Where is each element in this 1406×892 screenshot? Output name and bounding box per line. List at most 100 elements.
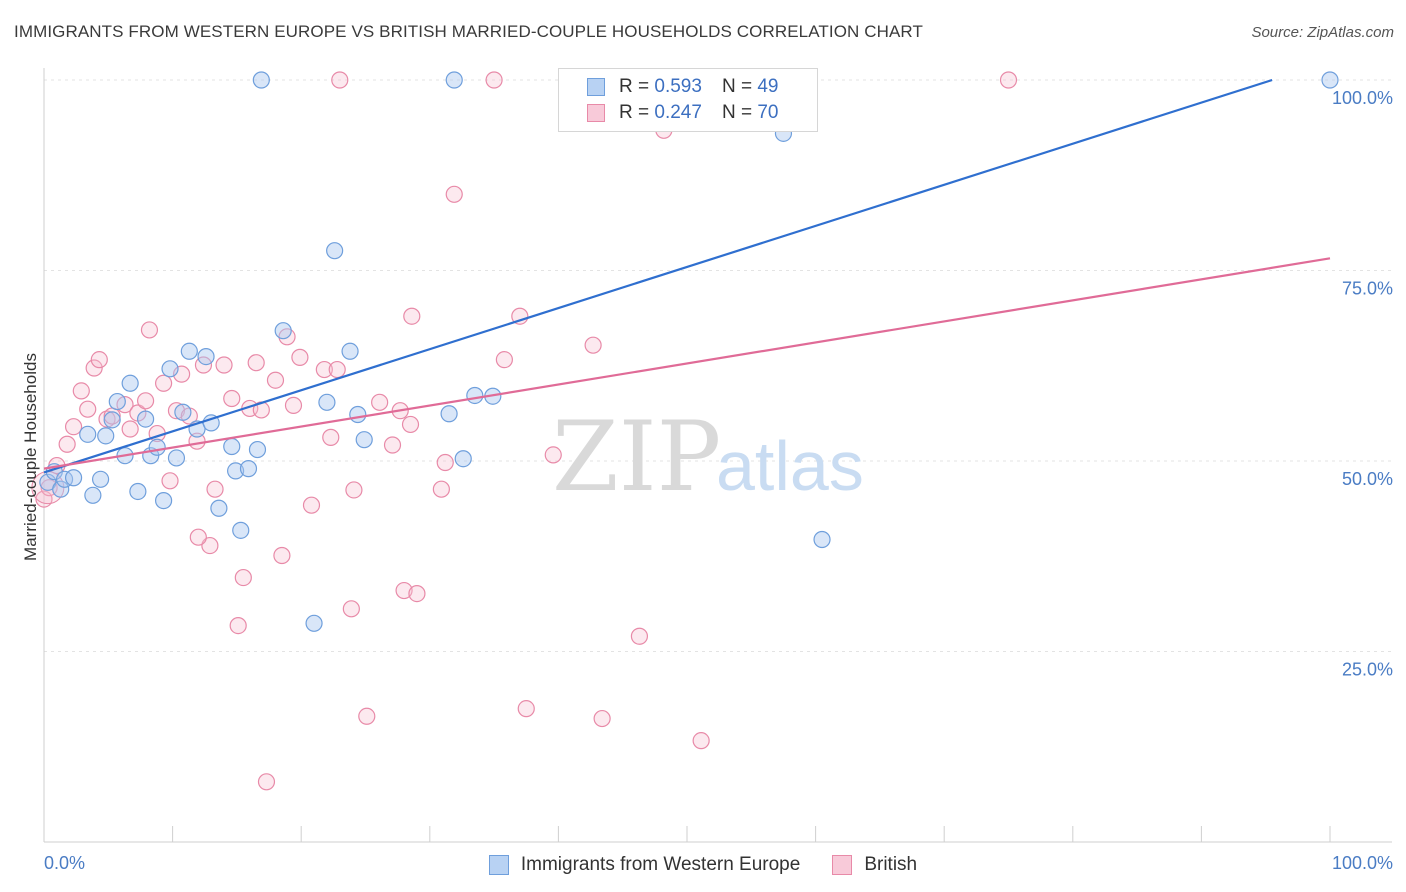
british-point <box>383 436 402 454</box>
western-europe-points <box>39 71 1339 632</box>
y-tick-label: 100.0% <box>1332 88 1393 108</box>
british-point <box>302 496 321 514</box>
legend-n-value: 49 <box>757 76 779 97</box>
y-tick-labels: 25.0% 50.0% 75.0% 100.0% <box>1332 88 1393 680</box>
western-europe-point <box>197 348 215 366</box>
western-europe-point <box>84 486 102 504</box>
legend-n-label: N = <box>721 76 753 97</box>
british-points <box>31 71 1018 791</box>
british-point <box>345 481 363 499</box>
british-point <box>206 480 224 498</box>
british-point <box>161 472 179 490</box>
western-europe-point <box>223 437 241 456</box>
legend-r-label: R = <box>619 102 650 123</box>
british-point <box>223 389 241 408</box>
western-europe-point <box>136 410 155 428</box>
british-point <box>273 546 291 565</box>
y-axis-label: Married-couple Households <box>21 353 40 561</box>
british-point <box>401 415 420 434</box>
british-point <box>436 453 454 472</box>
western-europe-point <box>129 482 147 501</box>
british-point <box>257 773 276 791</box>
british-point <box>72 382 90 400</box>
western-europe-point <box>274 322 292 340</box>
series-swatch-blue <box>488 855 509 875</box>
british-point <box>322 428 340 446</box>
western-europe-point <box>161 360 179 378</box>
british-point <box>999 71 1018 89</box>
western-europe-point <box>210 499 228 517</box>
western-europe-point <box>445 71 463 89</box>
x-tick-labels: 0.0% 100.0% <box>44 853 1393 873</box>
western-europe-point <box>454 450 472 468</box>
watermark-zip: ZIP <box>552 401 721 513</box>
british-point <box>328 360 346 379</box>
series-legend: Immigrants from Western Europe British <box>0 852 1406 878</box>
british-point <box>79 400 97 418</box>
western-europe-point <box>79 425 97 443</box>
western-europe-point <box>91 470 110 488</box>
series-swatch-pink <box>832 855 853 875</box>
series-legend-label: British <box>864 854 918 875</box>
british-point <box>630 627 649 645</box>
british-point <box>136 392 155 410</box>
british-point <box>371 393 389 411</box>
british-point <box>234 568 252 587</box>
y-tick-label: 50.0% <box>1342 469 1393 489</box>
western-europe-point <box>248 440 267 459</box>
legend-r-label: R = <box>619 76 650 97</box>
british-point <box>90 351 108 369</box>
british-point <box>291 348 309 366</box>
british-point <box>408 584 426 603</box>
grid-lines <box>44 79 1392 652</box>
series-legend-western-europe[interactable]: Immigrants from Western Europe <box>488 854 800 876</box>
legend-swatch-blue <box>587 78 605 96</box>
british-point <box>395 581 413 600</box>
british-point <box>121 420 139 438</box>
legend-row-western-europe: R = 0.593 N = 49 <box>559 74 778 100</box>
western-europe-point <box>148 438 166 456</box>
british-point <box>485 71 503 89</box>
british-point <box>358 707 376 725</box>
western-europe-point <box>318 393 336 411</box>
british-point <box>284 396 303 414</box>
western-europe-point <box>355 431 373 449</box>
british-point <box>432 480 450 498</box>
legend-row-british: R = 0.247 N = 70 <box>559 100 778 126</box>
legend-n-value: 70 <box>757 102 779 123</box>
british-point <box>315 360 333 379</box>
watermark: ZIP atlas <box>552 401 864 513</box>
western-europe-trend-line <box>43 78 1273 474</box>
correlation-legend: R = 0.593 N = 49 R = 0.247 N = 70 <box>558 68 818 132</box>
western-europe-point <box>466 386 484 405</box>
western-europe-point <box>813 530 831 549</box>
western-europe-point <box>232 521 250 539</box>
y-tick-label: 75.0% <box>1342 279 1393 299</box>
western-europe-point <box>97 427 115 445</box>
western-europe-point <box>341 342 359 360</box>
british-point <box>154 374 173 392</box>
x-tick-label: 0.0% <box>44 853 85 873</box>
british-point <box>215 356 233 374</box>
western-europe-point <box>252 71 270 89</box>
trend-lines <box>43 78 1331 474</box>
british-point <box>403 307 421 325</box>
western-europe-point <box>1321 71 1339 89</box>
british-point <box>85 359 103 377</box>
western-europe-point <box>305 614 323 632</box>
legend-r-value: 0.247 <box>654 102 702 123</box>
western-europe-point <box>174 403 192 421</box>
western-europe-point <box>121 374 139 392</box>
british-point <box>247 354 265 372</box>
legend-n-label: N = <box>721 102 753 123</box>
western-europe-point <box>202 414 220 432</box>
british-point <box>98 410 116 428</box>
legend-r-value: 0.593 <box>654 76 702 97</box>
british-point <box>140 321 159 339</box>
british-point <box>692 732 710 750</box>
series-legend-british[interactable]: British <box>832 854 917 876</box>
british-point <box>544 446 562 464</box>
watermark-atlas: atlas <box>716 427 864 505</box>
british-point <box>58 435 76 453</box>
